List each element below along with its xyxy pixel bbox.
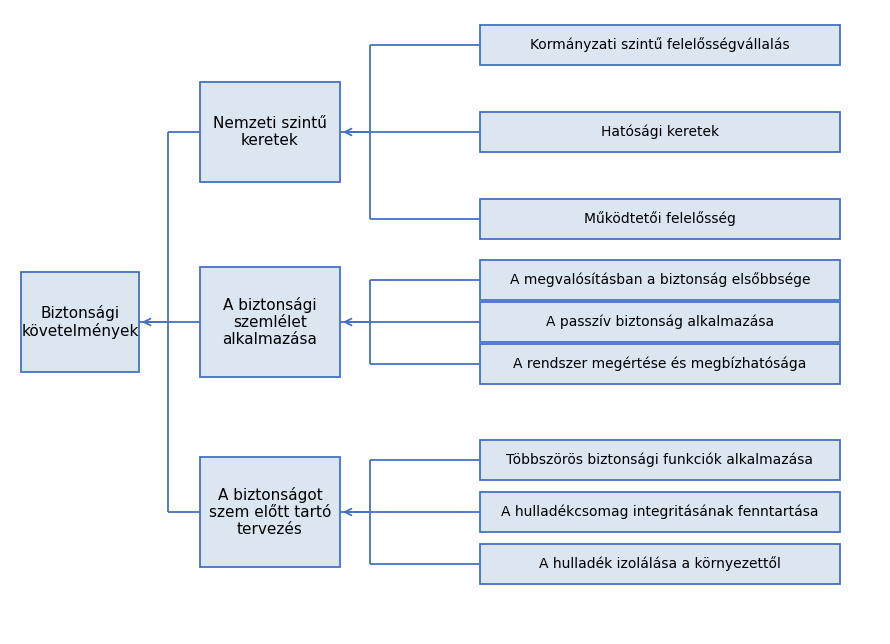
Text: A megvalósításban a biztonság elsőbbsége: A megvalósításban a biztonság elsőbbsége (510, 272, 810, 287)
Text: Nemzeti szintű
keretek: Nemzeti szintű keretek (213, 116, 327, 148)
FancyBboxPatch shape (200, 457, 340, 567)
Text: Működtetői felelősség: Működtetői felelősség (584, 212, 736, 227)
FancyBboxPatch shape (480, 199, 840, 239)
FancyBboxPatch shape (21, 272, 139, 372)
FancyBboxPatch shape (480, 112, 840, 152)
FancyBboxPatch shape (480, 302, 840, 342)
Text: A rendszer megértése és megbízhatósága: A rendszer megértése és megbízhatósága (514, 357, 806, 371)
FancyBboxPatch shape (480, 25, 840, 65)
FancyBboxPatch shape (480, 344, 840, 384)
FancyBboxPatch shape (480, 260, 840, 300)
Text: A biztonságot
szem előtt tartó
tervezés: A biztonságot szem előtt tartó tervezés (209, 487, 331, 537)
Text: Kormányzati szintű felelősségvállalás: Kormányzati szintű felelősségvállalás (530, 37, 789, 52)
FancyBboxPatch shape (480, 440, 840, 480)
Text: A biztonsági
szemlélet
alkalmazása: A biztonsági szemlélet alkalmazása (222, 297, 318, 347)
FancyBboxPatch shape (480, 544, 840, 584)
Text: Hatósági keretek: Hatósági keretek (601, 125, 719, 139)
FancyBboxPatch shape (200, 82, 340, 182)
Text: A hulladék izolálása a környezettől: A hulladék izolálása a környezettől (539, 556, 781, 571)
FancyBboxPatch shape (200, 267, 340, 377)
Text: A passzív biztonság alkalmazása: A passzív biztonság alkalmazása (546, 315, 774, 329)
Text: Biztonsági
követelmények: Biztonsági követelmények (21, 305, 139, 339)
Text: A hulladékcsomag integritásának fenntartása: A hulladékcsomag integritásának fenntart… (501, 505, 819, 519)
FancyBboxPatch shape (480, 492, 840, 532)
Text: Többszörös biztonsági funkciók alkalmazása: Többszörös biztonsági funkciók alkalmazá… (506, 453, 813, 468)
